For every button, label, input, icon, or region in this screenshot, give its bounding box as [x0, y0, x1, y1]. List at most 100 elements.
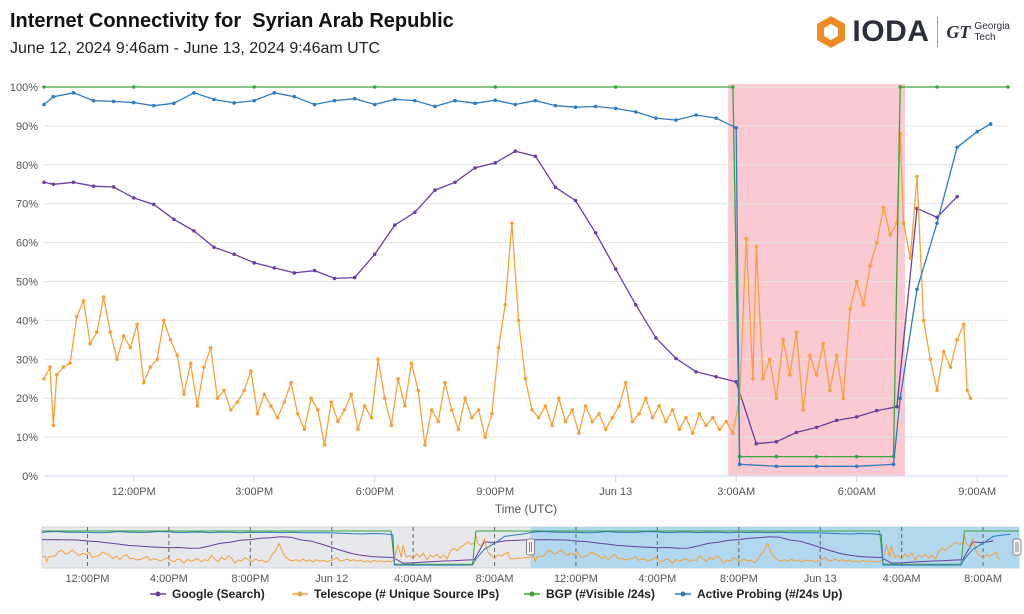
data-point — [868, 264, 872, 268]
data-point — [295, 411, 300, 416]
data-point — [242, 388, 246, 393]
data-point — [774, 454, 779, 459]
data-point — [115, 357, 119, 362]
data-point — [91, 184, 96, 188]
data-point — [955, 145, 959, 150]
data-point — [670, 408, 675, 412]
navigator-tick-label: 8:00PM — [720, 573, 758, 585]
data-point — [352, 275, 357, 280]
x-tick-label: 9:00AM — [958, 486, 996, 498]
data-point — [513, 102, 518, 107]
data-point — [436, 419, 441, 424]
data-point — [861, 303, 866, 307]
gt-line1: Georgia — [974, 21, 1010, 32]
data-point — [316, 408, 320, 412]
data-point — [794, 430, 799, 435]
data-point — [362, 404, 367, 408]
data-point — [697, 411, 702, 416]
data-point — [423, 443, 427, 447]
data-point — [814, 373, 819, 377]
data-point — [630, 419, 635, 424]
data-point — [714, 116, 718, 120]
legend-item[interactable]: Active Probing (#/24s Up) — [675, 587, 842, 601]
legend-item[interactable]: Google (Search) — [150, 587, 265, 601]
data-point — [433, 104, 437, 109]
data-point — [182, 392, 186, 397]
legend-swatch-marker — [680, 591, 686, 597]
data-point — [155, 357, 159, 362]
data-point — [891, 462, 896, 467]
legend-label: BGP (#Visible /24s) — [546, 587, 655, 601]
data-point — [597, 411, 601, 416]
brand-separator — [937, 17, 939, 47]
data-point — [449, 408, 454, 412]
data-point — [988, 122, 993, 126]
data-point — [975, 129, 980, 134]
data-point — [141, 380, 146, 385]
data-point — [151, 103, 156, 108]
data-point — [828, 388, 832, 393]
y-tick-label: 90% — [16, 121, 38, 133]
data-point — [854, 415, 859, 419]
data-point — [389, 423, 394, 428]
data-point — [312, 268, 317, 273]
data-point — [536, 415, 541, 420]
data-point — [704, 423, 708, 428]
data-point — [590, 419, 595, 424]
data-point — [443, 380, 447, 385]
navigator-selection — [530, 527, 1019, 568]
data-point — [128, 345, 133, 350]
data-point — [881, 205, 886, 210]
navigator-series-line — [42, 530, 1019, 565]
data-point — [252, 98, 257, 103]
navigator-handle-left[interactable] — [526, 538, 535, 556]
data-point — [48, 365, 52, 369]
legend-item[interactable]: BGP (#Visible /24s) — [524, 587, 655, 601]
data-point — [550, 423, 554, 428]
data-point — [774, 396, 779, 401]
data-point — [302, 427, 307, 432]
data-point — [915, 174, 919, 179]
data-point — [677, 427, 682, 432]
navigator-tick-label: 8:00PM — [231, 573, 269, 585]
data-point — [95, 330, 99, 334]
data-point — [854, 464, 859, 469]
data-point — [513, 149, 518, 153]
y-tick-label: 60% — [16, 238, 38, 250]
legend: Google (Search) Telescope (# Unique Sourc… — [150, 587, 842, 601]
brand-logo[interactable]: IODA GT Georgia Tech — [814, 12, 1010, 52]
data-point — [774, 439, 779, 444]
navigator-tick-label: Jun 13 — [804, 573, 837, 585]
data-point — [814, 425, 819, 430]
data-point — [108, 330, 113, 334]
data-point — [744, 236, 749, 241]
data-point — [570, 408, 574, 412]
legend-label: Telescope (# Unique Source IPs) — [314, 587, 499, 601]
data-point — [192, 229, 196, 233]
data-point — [503, 303, 508, 307]
data-point — [710, 415, 715, 420]
data-point — [814, 454, 819, 459]
data-point — [68, 361, 72, 365]
legend-item[interactable]: Telescope (# Unique Source IPs) — [292, 587, 499, 601]
data-point — [151, 202, 156, 207]
x-tick-label: 6:00AM — [838, 486, 876, 498]
data-point — [188, 361, 193, 365]
outage-highlight-band — [728, 84, 905, 476]
navigator-series-line — [41, 530, 1011, 566]
data-point — [848, 306, 852, 311]
data-point — [737, 462, 742, 467]
data-point — [392, 97, 397, 102]
data-point — [654, 116, 658, 120]
navigator-handle-right[interactable] — [1012, 538, 1022, 556]
data-point — [935, 221, 939, 225]
series-active-probing-24s-up — [42, 91, 993, 469]
data-point — [131, 85, 136, 89]
data-point — [674, 118, 678, 122]
navigator-tick-label: 12:00PM — [554, 573, 598, 585]
data-point — [767, 357, 772, 362]
data-point — [915, 287, 919, 292]
data-point — [603, 427, 608, 432]
data-point — [714, 375, 718, 379]
